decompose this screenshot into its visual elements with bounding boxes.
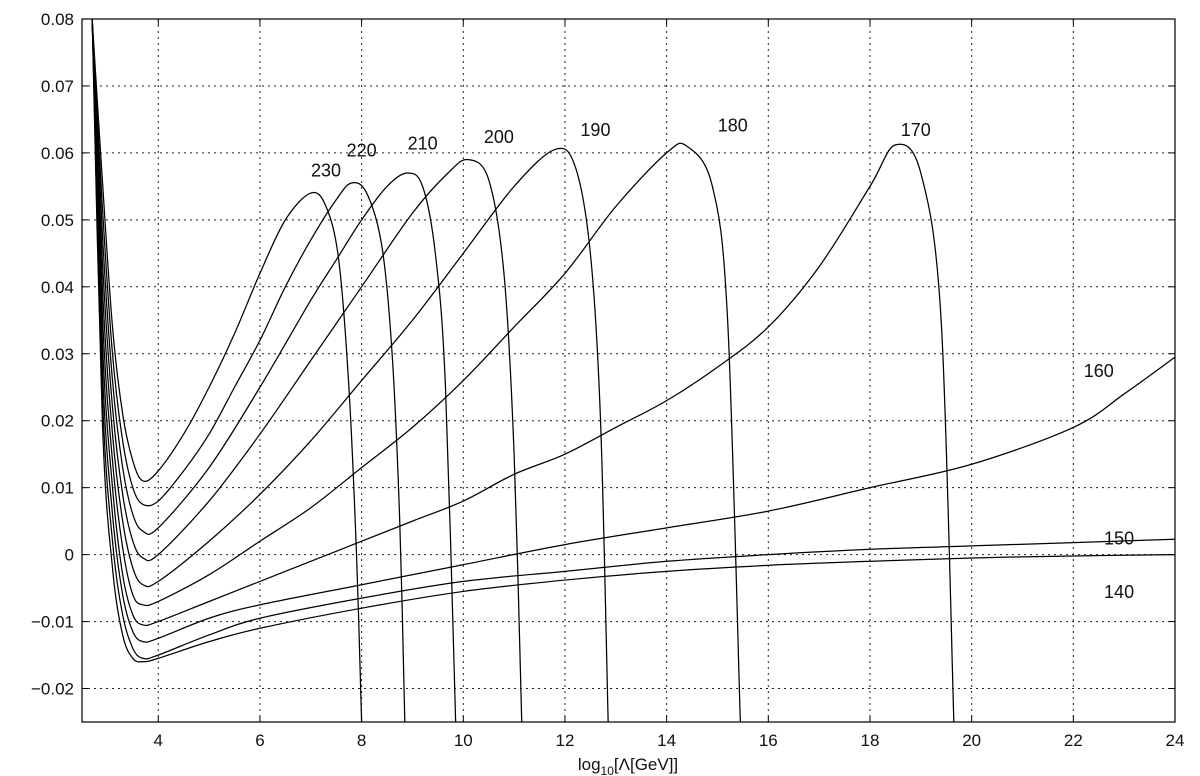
x-axis-label-post: [Λ[GeV]] — [614, 755, 678, 774]
series-line-230 — [91, 19, 363, 722]
y-tick-label: 0.06 — [41, 144, 74, 163]
series-label-190: 190 — [580, 120, 610, 140]
x-tick-label: 18 — [861, 731, 880, 750]
series-layer — [91, 19, 1175, 722]
series-label-160: 160 — [1084, 361, 1114, 381]
series-line-160 — [91, 19, 1175, 643]
series-label-170: 170 — [901, 120, 931, 140]
y-tick-label: 0 — [65, 546, 74, 565]
curve-labels: 230 220 210 200 190 180 170 160 150 140 — [311, 115, 1134, 602]
series-label-220: 220 — [347, 140, 377, 160]
x-tick-label: 10 — [454, 731, 473, 750]
series-line-200 — [91, 19, 523, 722]
x-axis-label-sub: 10 — [601, 764, 615, 776]
x-tick-label: 12 — [555, 731, 574, 750]
y-axis: 0.08 0.07 0.06 0.05 0.04 0.03 0.02 0.01 0 −0.01 −0… — [31, 10, 1175, 699]
y-tick-label: 0.02 — [41, 412, 74, 431]
x-axis-label-pre: log — [578, 755, 601, 774]
x-tick-label: 20 — [962, 731, 981, 750]
x-tick-label: 4 — [154, 731, 163, 750]
x-tick-label: 16 — [759, 731, 778, 750]
y-tick-label: −0.02 — [31, 680, 74, 699]
series-line-210 — [91, 19, 457, 722]
series-line-220 — [91, 19, 406, 722]
y-tick-label: 0.08 — [41, 10, 74, 29]
x-tick-label: 14 — [657, 731, 676, 750]
series-label-140: 140 — [1104, 582, 1134, 602]
series-label-150: 150 — [1104, 529, 1134, 549]
y-tick-label: 0.05 — [41, 211, 74, 230]
x-tick-label: 6 — [255, 731, 264, 750]
series-label-230: 230 — [311, 160, 341, 180]
x-tick-label: 8 — [357, 731, 366, 750]
y-tick-label: 0.03 — [41, 345, 74, 364]
series-line-150 — [91, 19, 1175, 660]
x-axis-label: log10[Λ[GeV]] — [578, 755, 678, 776]
y-tick-label: −0.01 — [31, 613, 74, 632]
series-line-140 — [91, 19, 1175, 663]
y-tick-label: 0.01 — [41, 479, 74, 498]
plot-frame — [81, 18, 1176, 723]
x-axis: 4 6 8 10 12 14 16 18 20 22 24 — [154, 19, 1185, 750]
y-tick-label: 0.07 — [41, 77, 74, 96]
series-label-180: 180 — [718, 115, 748, 135]
series-line-170 — [91, 19, 955, 722]
series-label-210: 210 — [408, 134, 438, 154]
y-tick-label: 0.04 — [41, 278, 74, 297]
series-label-200: 200 — [484, 127, 514, 147]
x-tick-label: 24 — [1166, 731, 1185, 750]
x-tick-label: 22 — [1064, 731, 1083, 750]
series-line-180 — [91, 19, 741, 722]
